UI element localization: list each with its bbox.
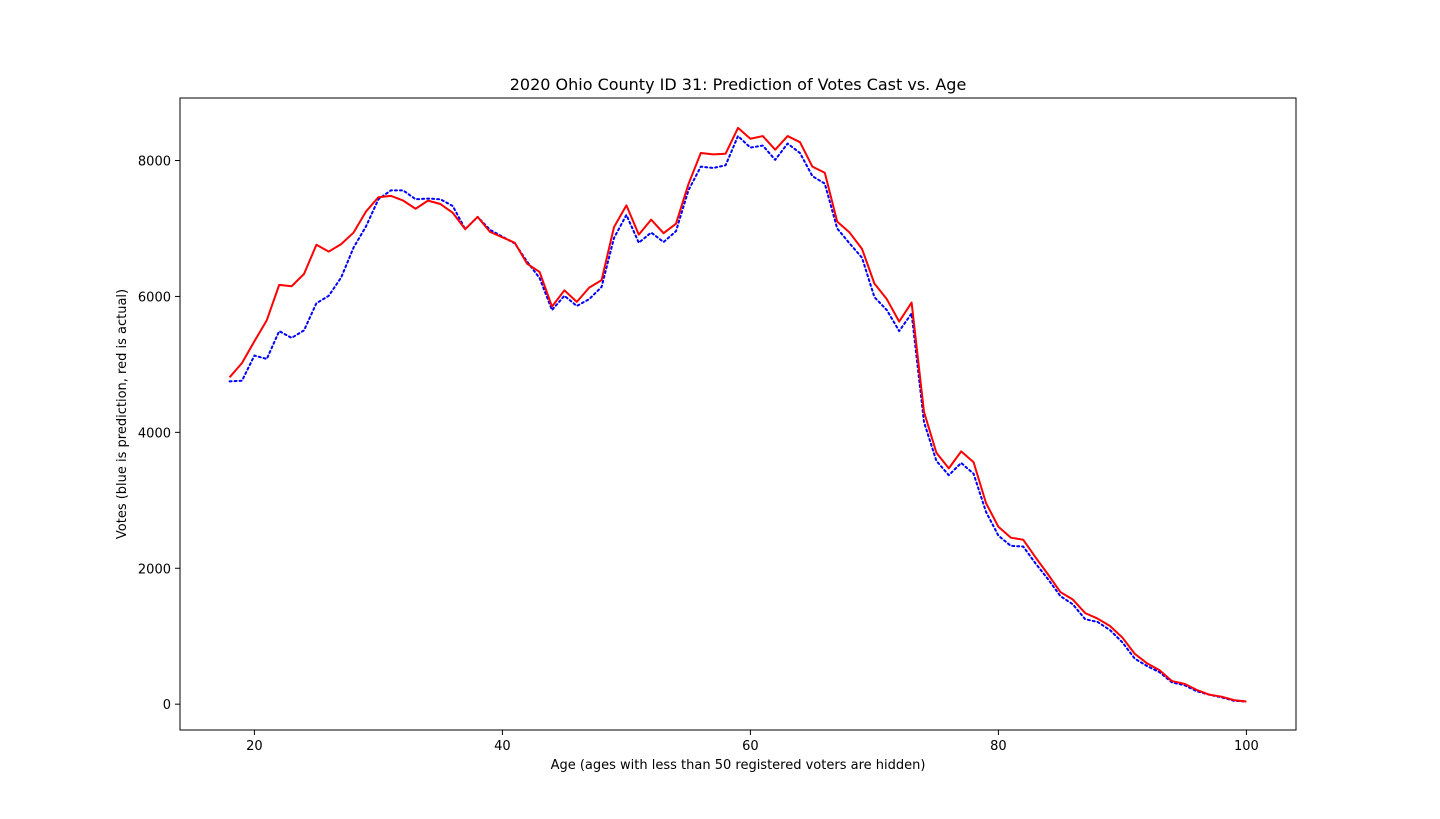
y-tick-label: 0 [163, 698, 171, 713]
plot-frame [179, 97, 1297, 731]
y-axis: 0 2000 4000 6000 8000 [138, 155, 180, 713]
series-line-prediction [228, 135, 1248, 703]
x-tick-label: 60 [742, 739, 759, 754]
x-tick-label: 20 [246, 739, 263, 754]
series-line-actual [228, 126, 1247, 703]
y-axis-label: Votes (blue is prediction, red is actual… [115, 289, 130, 539]
y-tick-label: 6000 [138, 290, 171, 305]
x-axis: 20 40 60 80 100 [246, 730, 1259, 754]
x-tick-label: 80 [990, 739, 1007, 754]
x-tick-label: 40 [494, 739, 511, 754]
y-tick-label: 4000 [138, 426, 171, 441]
chart-title: 2020 Ohio County ID 31: Prediction of Vo… [510, 75, 967, 94]
y-tick-label: 2000 [138, 562, 171, 577]
y-tick-label: 8000 [138, 155, 171, 170]
plot-area [228, 126, 1248, 703]
x-axis-label: Age (ages with less than 50 registered v… [551, 758, 926, 773]
x-tick-label: 100 [1234, 739, 1259, 754]
